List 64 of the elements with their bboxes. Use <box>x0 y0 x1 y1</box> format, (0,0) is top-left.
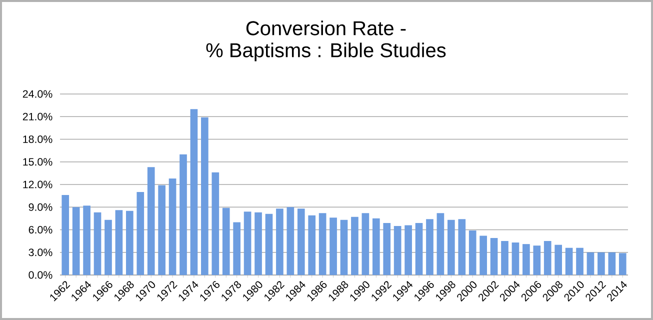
y-tick-label: 24.0% <box>22 90 52 98</box>
bar <box>480 236 487 275</box>
y-tick-label: 12.0% <box>23 180 52 188</box>
chart-title: Conversion Rate - <box>246 20 406 36</box>
bar <box>330 218 337 275</box>
bar <box>404 225 412 275</box>
bar <box>147 167 155 275</box>
bar <box>383 222 391 275</box>
bar <box>448 220 455 275</box>
bar <box>136 192 144 275</box>
bar <box>458 219 466 275</box>
bar <box>276 208 284 275</box>
bar <box>351 216 358 275</box>
bar <box>394 226 402 275</box>
y-tick-label: 3.0% <box>28 248 52 256</box>
bar <box>608 252 616 275</box>
bar <box>244 212 252 275</box>
y-tick-label: 18.0% <box>23 135 52 144</box>
bar <box>72 207 80 275</box>
bar <box>533 246 541 275</box>
bar <box>490 238 498 275</box>
bar <box>115 210 123 275</box>
y-tick-label: 0.0% <box>28 271 52 279</box>
bar <box>190 109 198 275</box>
bar <box>415 222 423 275</box>
bar <box>512 242 520 275</box>
bar <box>201 117 208 275</box>
bar <box>554 244 562 275</box>
bar <box>212 172 220 275</box>
bar <box>340 220 348 275</box>
bar <box>308 215 316 275</box>
bar <box>501 241 508 275</box>
y-tick-label: 21.0% <box>22 112 52 120</box>
bar <box>233 222 240 275</box>
bar <box>94 212 102 275</box>
bar <box>372 218 380 275</box>
chart-subtitle: % Baptisms : Bible Studies <box>206 42 446 62</box>
bar <box>522 244 530 275</box>
bar <box>565 248 573 275</box>
bar <box>158 185 166 275</box>
bar <box>576 248 584 275</box>
y-tick-label: 6.0% <box>28 226 52 234</box>
bar <box>104 220 112 275</box>
bar <box>618 253 626 275</box>
bar <box>180 154 187 275</box>
bar <box>254 212 262 275</box>
bar <box>265 214 273 275</box>
y-tick-label: 9.0% <box>28 203 52 211</box>
bar <box>126 210 134 275</box>
bar <box>297 208 305 275</box>
bar <box>222 208 230 275</box>
bar <box>436 213 444 275</box>
bar <box>318 213 326 275</box>
bar <box>598 252 605 275</box>
y-tick-label: 15.0% <box>23 158 52 166</box>
bar <box>286 207 294 275</box>
bar <box>362 213 370 275</box>
bar <box>586 252 594 275</box>
bar <box>168 178 176 275</box>
bar <box>83 206 90 275</box>
bar <box>62 195 70 275</box>
bar <box>426 219 434 275</box>
bar <box>468 230 476 275</box>
bar <box>544 241 552 275</box>
